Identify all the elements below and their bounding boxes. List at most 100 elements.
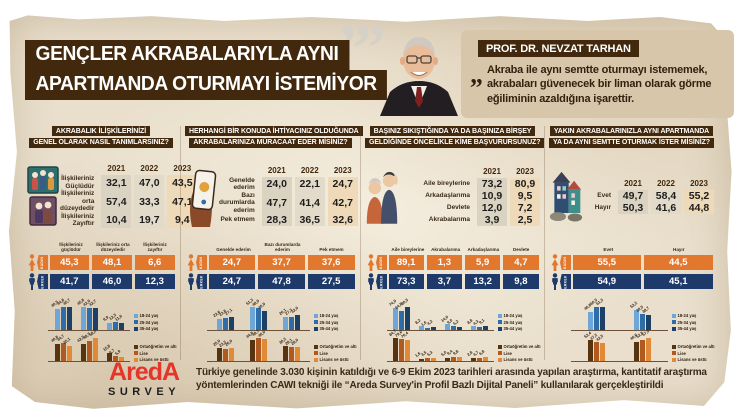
gender-column-headers: Aile bireylerine Akrabalarıma Arkadaşlarım… [389, 239, 540, 252]
gender-value-box: 13,2 [465, 274, 501, 289]
bar: 57,5 [641, 328, 652, 361]
legend-swatch [314, 313, 318, 318]
legend-swatch [498, 357, 502, 362]
table-value-cell: 57,4 [101, 190, 132, 213]
bar: 5,9 [113, 349, 124, 361]
bar-group: 8,2 1,6 4,2 [414, 318, 437, 330]
legend-label: Ortaöğretim ve altı [503, 344, 541, 349]
gender-value-box: 54,9 [572, 274, 641, 289]
panel-header: BAŞINIZ SIKIŞTIĞINDA YA DA BAŞINIZA BİRŞ… [365, 126, 545, 153]
table-value-cell: 80,9 [510, 177, 540, 190]
gender-value-box: 47,8 [258, 274, 305, 289]
professor-photo [368, 26, 470, 116]
table-row-label: Evet [597, 191, 611, 199]
gender-value-box: 48,1 [92, 255, 132, 270]
bar: 46,6 [629, 332, 640, 361]
demographic-charts: 74,9 64,8 80,5 8,2 1,6 4,2 14,0 9,0 5,2 8,8 4,3 9,1… [387, 297, 541, 362]
legend-item: 18-24 yaş [672, 313, 714, 318]
bar: 48,9 [251, 298, 261, 330]
panel-table-section: 2021 2022 2023 Genelde ederim 24,0 22,1 24,7 Ba… [185, 153, 358, 239]
gender-chevron-label: ERKEK [563, 274, 568, 289]
legend-label: Lisans ve üstü [503, 357, 533, 362]
elderly-couple-icon [365, 165, 399, 227]
gender-chevron-male: ERKEK [37, 274, 48, 289]
legend-item: 35-44 yaş [314, 326, 356, 331]
legend-label: Lise [139, 350, 148, 356]
chart-legend: Ortaöğretim ve altı Lise Lisans ve üstü [310, 344, 357, 362]
table-row-label: Arkadaşlarıma [425, 191, 470, 199]
male-icon [185, 273, 196, 290]
bar: 23,2 [218, 339, 228, 361]
bar: 14,0 [440, 315, 450, 330]
table-value-cell: 32,1 [101, 175, 132, 191]
gender-value-box: 46,0 [92, 274, 132, 289]
bar-value-label: 9,1 [477, 317, 486, 325]
table-value-cell: 10,4 [101, 212, 132, 228]
legend-label: 25-34 yaş [677, 319, 697, 325]
male-icon [26, 273, 37, 290]
bar: 39,5 [635, 305, 646, 330]
bar: 84,7 [388, 328, 399, 361]
chart-legend: 18-24 yaş 25-34 yaş 35-44 yaş [310, 313, 356, 331]
legend-item: Lisans ve üstü [672, 357, 714, 362]
bar: 76,4 [400, 330, 411, 361]
bar-value-label: 26,0 [223, 338, 234, 347]
year-header: 2023 [333, 165, 352, 175]
bar: 48,7 [81, 332, 92, 361]
gender-chevron-label: ERKEK [199, 274, 204, 289]
year-header: 2021 [107, 164, 126, 174]
legend-swatch [498, 351, 502, 355]
legend-label: Lise [319, 350, 328, 356]
legend-item: 18-24 yaş [134, 313, 176, 318]
panel-header-line1: YAKIN AKRABALARINIZLA AYNI APARTMANDA [549, 126, 714, 136]
gender-column-label: Bazı durumlarda ederim [264, 241, 301, 252]
bar: 27,1 [224, 307, 234, 330]
table-value-cell: 7,2 [510, 201, 540, 214]
year-header: 2022 [140, 164, 159, 174]
bar-group: 14,0 9,0 5,2 [440, 315, 462, 330]
chart-legend: 18-24 yaş 25-34 yaş 35-44 yaş [668, 313, 714, 331]
bar: 52,8 [635, 330, 646, 361]
panel-header: AKRABALIK İLİŞKİLERİNİZİ GENEL OLARAK NAS… [26, 126, 176, 153]
gender-column-label: Akrabalarıma [431, 246, 461, 252]
panel-header: YAKIN AKRABALARINIZLA AYNI APARTMANDA YA … [549, 126, 714, 153]
gender-chevron-male: ERKEK [196, 274, 207, 289]
legend-swatch [314, 357, 318, 362]
legend-item: Ortaöğretim ve altı [134, 344, 177, 349]
table-value-cell: 22,1 [294, 176, 325, 192]
panels: AKRABALIK İLİŞKİLERİNİZİ GENEL OLARAK NAS… [22, 126, 718, 362]
bar: 42,5 [595, 334, 605, 361]
legend-swatch [498, 344, 502, 349]
bar: 8,8 [466, 317, 476, 330]
gender-value-box: 24,7 [208, 255, 256, 270]
gender-column-label: Arkadaşlarıma [467, 246, 500, 252]
bar: 9,9 [101, 315, 112, 330]
gender-chevron-female: KADIN [560, 255, 571, 270]
bar: 46,0 [257, 329, 267, 361]
legend-item: Ortaöğretim ve altı [314, 344, 357, 349]
gender-row-male: ERKEK 41,7 46,0 12,3 [26, 273, 176, 290]
bar-group: 40,8 44,7 35,1 [49, 333, 72, 361]
bar: 48,7 [251, 328, 261, 361]
table-value-cell: 44,8 [684, 201, 714, 214]
legend-item: 35-44 yaş [498, 326, 540, 331]
gender-value-box: 6,6 [134, 255, 175, 270]
gender-column-label: İlişkileriniz güçlüdür [59, 241, 83, 252]
chart-legend: Ortaöğretim ve altı Lise Lisans ve üstü [668, 344, 715, 362]
bar-group: 46,8 60,5 61,3 [583, 297, 605, 330]
bar: 38,7 [641, 305, 652, 330]
year-table: 2021 2022 2023 Genelde ederim 24,0 22,1 24,7 Ba… [219, 165, 358, 227]
gender-value-box: 12,3 [134, 274, 175, 289]
gender-value-box: 24,7 [208, 274, 256, 289]
table-value-cell: 36,5 [294, 214, 325, 227]
bar: 9,1 [478, 317, 488, 330]
gender-chevron-label: KADIN [563, 256, 568, 269]
gender-section: Evet Hayır KADIN 55,5 44,5 ERKEK 54,9 45,1 [549, 239, 714, 301]
chart-bar-groups: 40,5 44,8 45,7 45,8 42,9 42,7 9,9 12,3 11,6 [48, 297, 130, 331]
gender-value-box: 41,7 [49, 274, 90, 289]
age-breakdown-chart: 22,6 23,8 27,1 51,3 48,9 40,9 26,1 27,3 32,0 18-2… [207, 297, 356, 331]
bar-group: 5,0 9,4 9,8 [440, 348, 462, 361]
bar-group: 42,2 48,7 58,2 [75, 328, 98, 361]
bar: 27,3 [284, 307, 294, 330]
bar: 8,7 [107, 348, 118, 361]
